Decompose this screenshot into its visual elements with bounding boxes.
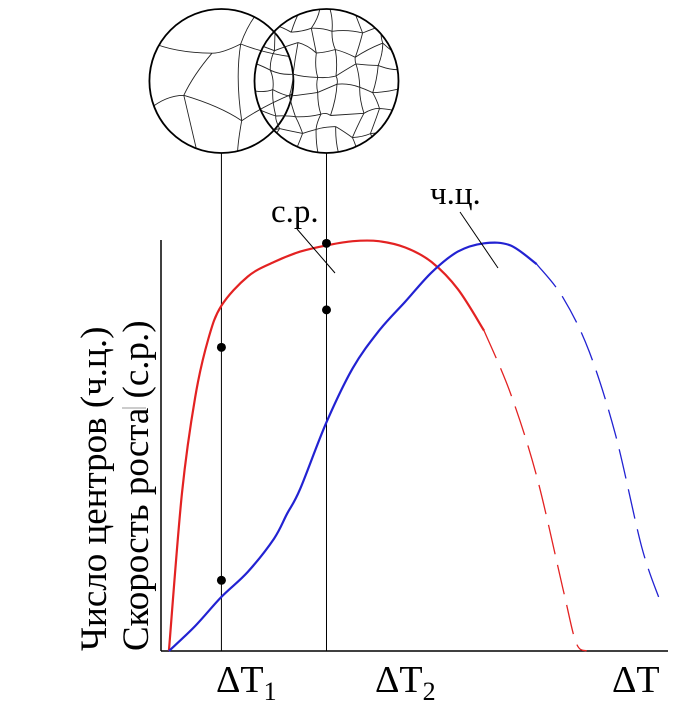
series-line-solid-0 (167, 239, 486, 652)
micrograph-fine-grain (253, 8, 400, 154)
data-point-marker-3 (321, 305, 331, 315)
micrograph-outline (253, 8, 400, 154)
series-label-nucleation-count: ч.ц. (430, 176, 481, 212)
series-label-growth-rate: с.р. (271, 194, 319, 230)
micrograph-coarse-grain (148, 8, 295, 154)
marker-layer (216, 238, 331, 585)
series-line-solid-1 (168, 241, 538, 652)
micrograph-outline (148, 8, 295, 154)
data-point-marker-0 (216, 342, 226, 352)
x-tick-label-dt2: ΔT2 (375, 659, 436, 705)
series-layer (167, 239, 661, 652)
leader-line-nucleation-count (459, 211, 499, 269)
data-point-marker-1 (216, 575, 226, 585)
y-axis-label-1: Число центров (ч.ц.) (74, 327, 115, 651)
series-line-dashed-0 (483, 330, 587, 652)
leader-line-growth-rate (296, 228, 336, 274)
x-axis-label: ΔT (612, 659, 660, 701)
y-axis-label-2: Скорость роста (с.р.) (116, 320, 157, 651)
x-tick-label-dt1: ΔT1 (216, 659, 277, 705)
series-line-dashed-1 (536, 263, 661, 602)
data-point-marker-2 (321, 238, 331, 248)
grain-boundaries (149, 9, 294, 153)
